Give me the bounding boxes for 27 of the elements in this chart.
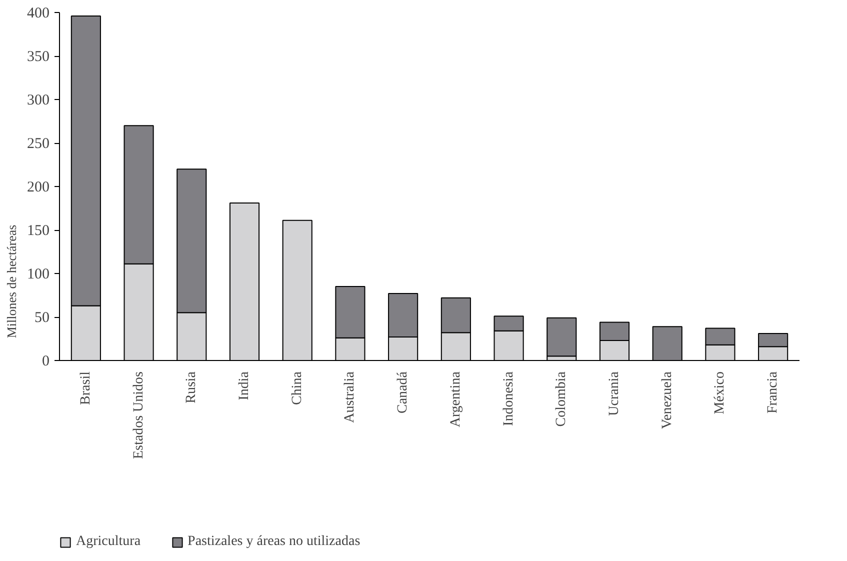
x-tick-label: China: [290, 370, 305, 405]
bar: [546, 317, 577, 357]
x-tick-label: Venezuela: [660, 370, 675, 430]
y-tick-label: 150: [27, 223, 50, 239]
x-tick-label: Ucrania: [607, 370, 622, 416]
y-tick-label: 250: [27, 136, 50, 152]
y-tick-label: 200: [27, 180, 50, 196]
x-tick-label: Australia: [342, 370, 358, 423]
y-tick-label: 350: [27, 49, 50, 65]
x-tick-label: Canadá: [396, 370, 411, 414]
y-tick-label: 400: [27, 6, 50, 22]
y-tick-label: 100: [27, 266, 50, 282]
legend-label: Pastizales y áreas no utilizadas: [188, 534, 360, 550]
x-tick-label: Indonesia: [501, 370, 516, 426]
x-tick-label: Francia: [766, 370, 781, 414]
x-tick-label: México: [712, 372, 728, 414]
x-tick-label: Argentina: [448, 370, 464, 428]
x-tick-label: Estados Unidos: [131, 372, 146, 459]
y-tick-label: 0: [42, 354, 50, 370]
x-tick-label: Brasil: [78, 371, 94, 405]
x-tick-label: Colombia: [554, 370, 570, 427]
x-tick-label: Rusia: [184, 370, 200, 404]
y-tick-label: 50: [34, 310, 50, 326]
legend-label: Agricultura: [76, 534, 141, 550]
y-axis-title: Millones de hectáreas: [4, 224, 19, 338]
y-tick-label: 300: [27, 92, 50, 108]
x-tick-label: India: [237, 370, 252, 400]
